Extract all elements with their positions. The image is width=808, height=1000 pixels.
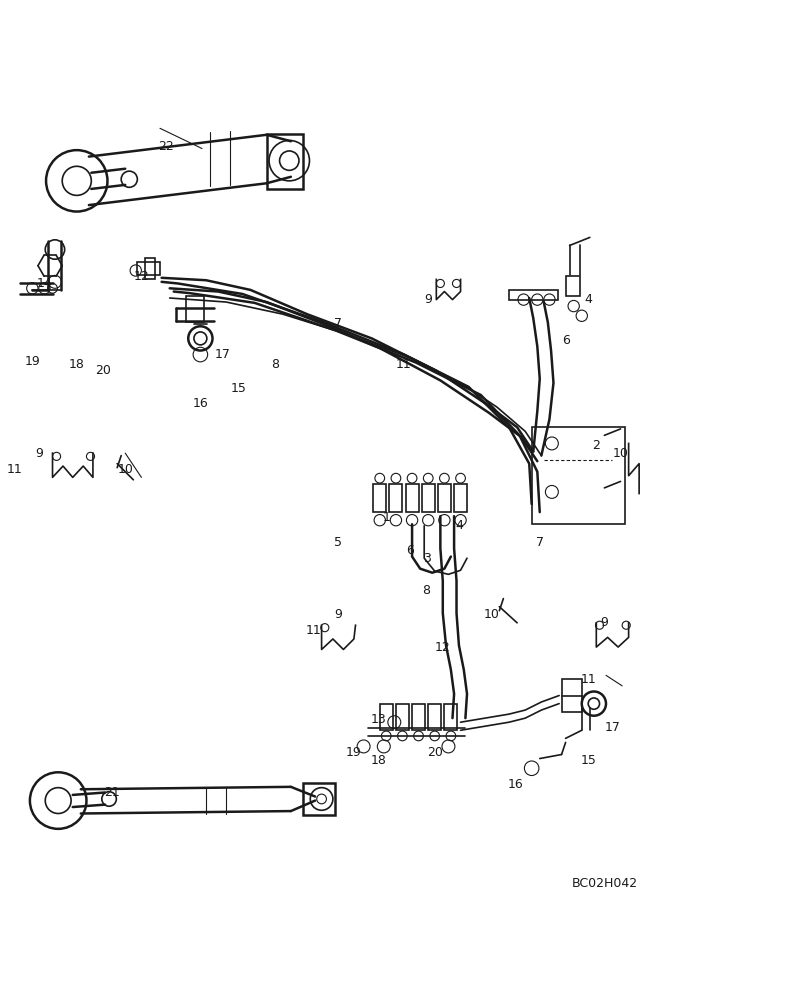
Bar <box>422 484 435 512</box>
Text: 18: 18 <box>69 358 85 371</box>
Text: 9: 9 <box>424 293 432 306</box>
Text: 13: 13 <box>370 713 386 726</box>
Bar <box>380 704 393 730</box>
Bar <box>412 704 425 730</box>
Text: 1: 1 <box>382 511 390 524</box>
Text: 10: 10 <box>117 463 133 476</box>
Text: 11: 11 <box>396 358 412 371</box>
Text: 17: 17 <box>604 721 621 734</box>
Text: 10: 10 <box>612 447 629 460</box>
Text: 16: 16 <box>192 397 208 410</box>
Text: 19: 19 <box>24 355 40 368</box>
Text: BC02H042: BC02H042 <box>571 877 638 890</box>
Text: 11: 11 <box>580 673 596 686</box>
Text: 20: 20 <box>95 364 112 377</box>
Text: 4: 4 <box>455 519 463 532</box>
Bar <box>438 484 451 512</box>
Text: 17: 17 <box>214 348 230 361</box>
Bar <box>396 704 409 730</box>
Text: 12: 12 <box>435 641 451 654</box>
Text: 5: 5 <box>334 536 342 549</box>
Bar <box>428 704 441 730</box>
Text: 9: 9 <box>600 616 608 629</box>
Text: 7: 7 <box>334 317 342 330</box>
Text: 15: 15 <box>230 382 246 395</box>
Text: 12: 12 <box>133 270 149 283</box>
Bar <box>186 296 204 322</box>
Bar <box>562 679 582 712</box>
Text: 6: 6 <box>406 544 415 557</box>
Text: 21: 21 <box>103 786 120 799</box>
Text: 14: 14 <box>36 277 53 290</box>
Bar <box>373 484 386 512</box>
Text: 11: 11 <box>6 463 23 476</box>
Bar <box>267 134 303 189</box>
Bar <box>303 783 335 815</box>
Text: 18: 18 <box>370 754 386 767</box>
Bar <box>454 484 467 512</box>
Text: 20: 20 <box>427 746 443 759</box>
Text: 11: 11 <box>305 624 322 637</box>
Text: 15: 15 <box>580 754 596 767</box>
Bar <box>389 484 402 512</box>
Text: 9: 9 <box>35 447 43 460</box>
Text: 4: 4 <box>584 293 592 306</box>
Bar <box>532 427 625 524</box>
Text: 9: 9 <box>334 608 342 621</box>
Text: 7: 7 <box>536 536 544 549</box>
Text: 2: 2 <box>592 439 600 452</box>
Text: 3: 3 <box>423 552 431 565</box>
Bar <box>444 704 457 730</box>
Text: 22: 22 <box>158 140 174 153</box>
Text: 8: 8 <box>271 358 279 371</box>
Text: 19: 19 <box>346 746 362 759</box>
Bar <box>406 484 419 512</box>
Bar <box>509 290 558 300</box>
Text: 8: 8 <box>423 584 431 597</box>
Text: 10: 10 <box>483 608 499 621</box>
Text: 6: 6 <box>562 334 570 347</box>
Bar <box>137 262 160 275</box>
Text: 16: 16 <box>507 778 524 791</box>
Bar <box>566 276 580 296</box>
Bar <box>145 258 155 279</box>
